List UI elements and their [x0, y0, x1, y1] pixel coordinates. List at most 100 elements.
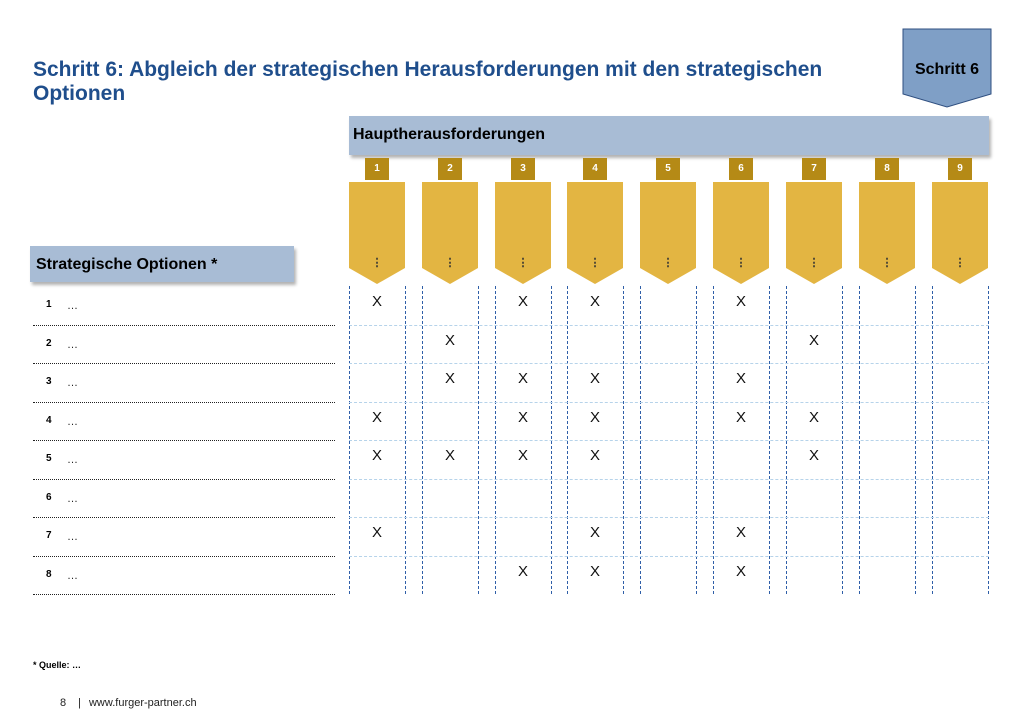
step-badge: Schritt 6: [902, 28, 992, 108]
column-arrow-shape: [932, 182, 988, 284]
column-arrow: ⋮: [713, 182, 769, 284]
column-label: ⋮: [444, 257, 456, 269]
match-mark: X: [371, 524, 382, 542]
step-badge-label: Schritt 6: [914, 61, 979, 78]
row-divider: [33, 517, 335, 518]
row-number: 2: [46, 337, 52, 349]
row-label: …: [67, 569, 78, 582]
column-arrow-shape: [495, 182, 551, 284]
column-arrow-shape: [349, 182, 405, 284]
column-label: ⋮: [735, 257, 747, 269]
column-number-tab: 6: [729, 158, 753, 180]
column-label: ⋮: [808, 257, 820, 269]
row-number: 7: [46, 530, 52, 542]
column-number-tab: 9: [948, 158, 972, 180]
column-arrow: ⋮: [567, 182, 623, 284]
column-arrow: ⋮: [495, 182, 551, 284]
column-label: ⋮: [589, 257, 601, 269]
row-number: 6: [46, 491, 52, 503]
page-number: 8: [60, 697, 67, 709]
match-mark: X: [517, 293, 528, 311]
column-number-tab: 4: [583, 158, 607, 180]
column-arrow: ⋮: [422, 182, 478, 284]
row-divider: [33, 324, 335, 326]
matrix-row-divider: [349, 401, 989, 403]
column-arrow-shape: [859, 182, 915, 284]
footnote-label: * Quelle:: [33, 660, 70, 670]
match-mark: X: [589, 524, 600, 542]
column-arrow-shape: [786, 182, 842, 284]
row-divider: [33, 594, 335, 595]
options-header: Strategische Optionen *: [30, 246, 294, 282]
match-mark: X: [517, 447, 528, 465]
match-mark: X: [371, 293, 382, 311]
match-mark: X: [371, 408, 382, 426]
row-label: …: [67, 338, 78, 351]
footer-url: www.furger-partner.ch: [88, 697, 197, 709]
row-number: 1: [46, 299, 52, 311]
matrix-row-divider: [349, 324, 989, 326]
column-arrow-shape: [567, 182, 623, 284]
match-mark: X: [735, 293, 746, 311]
row-label: …: [67, 492, 78, 505]
match-mark: X: [444, 331, 455, 349]
matrix-row-divider: [349, 363, 989, 364]
column-label: ⋮: [881, 257, 893, 269]
column-arrow: ⋮: [859, 182, 915, 284]
page-footer: 8 | www.furger-partner.ch: [60, 697, 197, 709]
match-mark: X: [517, 370, 528, 388]
row-label: …: [67, 300, 78, 313]
column-arrow: ⋮: [932, 182, 988, 284]
column-number-tab: 1: [365, 158, 389, 180]
match-mark: X: [444, 370, 455, 388]
row-number: 8: [46, 568, 52, 580]
row-divider: [33, 555, 335, 557]
footnote: * Quelle: …: [33, 660, 81, 670]
match-mark: X: [808, 331, 819, 349]
column-label: ⋮: [517, 257, 529, 269]
column-arrow-shape: [422, 182, 478, 284]
column-arrow: ⋮: [349, 182, 405, 284]
match-mark: X: [589, 408, 600, 426]
row-label: …: [67, 415, 78, 428]
match-mark: X: [735, 524, 746, 542]
match-mark: X: [735, 370, 746, 388]
match-mark: X: [517, 562, 528, 580]
row-divider: [33, 363, 335, 364]
column-arrow-shape: [713, 182, 769, 284]
challenges-header: Hauptherausforderungen: [349, 116, 989, 155]
match-mark: X: [589, 447, 600, 465]
row-label: …: [67, 531, 78, 544]
row-number: 5: [46, 453, 52, 465]
row-label: …: [67, 377, 78, 390]
footer-separator: |: [78, 697, 81, 709]
matrix-row-divider: [349, 478, 989, 480]
options-header-label: Strategische Optionen *: [36, 256, 218, 273]
row-number: 3: [46, 376, 52, 388]
column-number-tab: 3: [511, 158, 535, 180]
match-mark: X: [444, 447, 455, 465]
row-number: 4: [46, 414, 52, 426]
step-badge-arrow-shape: [902, 28, 992, 108]
row-label: …: [67, 454, 78, 467]
match-mark: X: [589, 293, 600, 311]
row-divider: [33, 478, 335, 480]
column-label: ⋮: [954, 257, 966, 269]
column-arrow-shape: [640, 182, 696, 284]
match-mark: X: [589, 562, 600, 580]
column-number-tab: 8: [875, 158, 899, 180]
match-mark: X: [371, 447, 382, 465]
column-label: ⋮: [371, 257, 383, 269]
column-number-tab: 2: [438, 158, 462, 180]
match-mark: X: [808, 447, 819, 465]
column-arrow: ⋮: [640, 182, 696, 284]
match-mark: X: [735, 408, 746, 426]
challenges-header-label: Hauptherausforderungen: [353, 126, 546, 143]
matrix-row-divider: [349, 517, 989, 518]
row-divider: [33, 440, 335, 441]
row-divider: [33, 401, 335, 403]
footnote-value: …: [72, 660, 82, 670]
match-mark: X: [735, 562, 746, 580]
column-arrow: ⋮: [786, 182, 842, 284]
page-title: Schritt 6: Abgleich der strategischen He…: [33, 58, 823, 105]
